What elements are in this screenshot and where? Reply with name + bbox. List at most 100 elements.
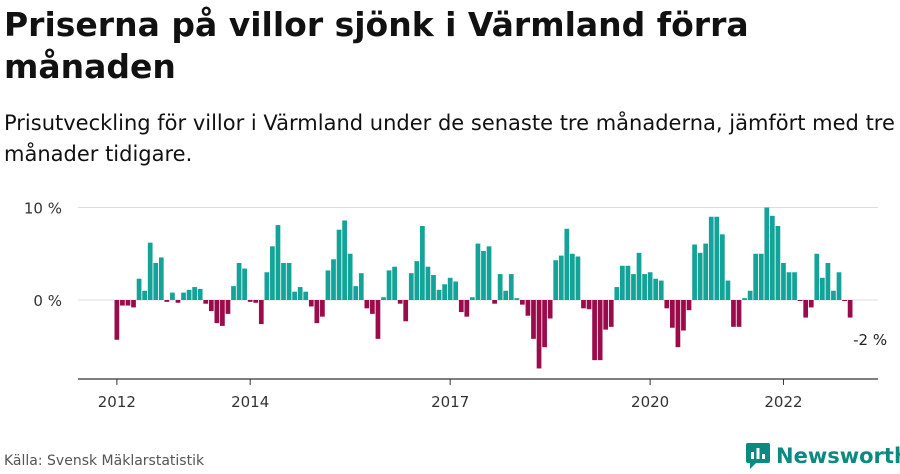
bar (458, 300, 464, 313)
bar (464, 300, 470, 317)
bar (153, 263, 159, 300)
bar (320, 300, 325, 317)
bar (786, 272, 792, 300)
bar (125, 300, 131, 306)
bar (531, 300, 536, 339)
bar (497, 274, 503, 300)
bar (186, 289, 192, 300)
bar-chart-logo-icon (746, 443, 770, 469)
bar (470, 297, 475, 300)
bar (231, 286, 236, 301)
bar (414, 261, 420, 300)
bar (314, 300, 320, 324)
bar (725, 280, 731, 300)
bar (297, 287, 303, 300)
bar (553, 260, 559, 300)
bar (381, 297, 386, 300)
bar (775, 226, 781, 300)
bar (664, 300, 670, 309)
bar (614, 287, 620, 300)
bar (270, 246, 275, 300)
bar (842, 300, 847, 301)
bar (764, 207, 770, 300)
brand-logo: Newsworthy (746, 442, 900, 470)
bar (586, 300, 592, 310)
bar (403, 300, 409, 322)
bar (347, 253, 353, 300)
bar (597, 300, 603, 361)
bar (803, 300, 809, 318)
bar (670, 300, 675, 328)
bar (331, 259, 336, 300)
bar (242, 268, 247, 300)
bar (731, 300, 736, 327)
bar (281, 263, 286, 300)
bar (442, 284, 447, 300)
last-value-label: -2 % (853, 331, 887, 349)
y-tick-label: 10 % (24, 200, 62, 218)
bar (525, 300, 531, 316)
bar (481, 250, 486, 300)
chart-title: Priserna på villor sjönk i Värmland förr… (4, 5, 749, 86)
bar (258, 300, 264, 325)
bar (420, 226, 425, 300)
bar (114, 300, 120, 340)
bar (708, 216, 714, 300)
bar (625, 265, 631, 300)
bar (308, 300, 314, 307)
bar (575, 256, 581, 300)
bar (425, 266, 431, 300)
bar (475, 243, 481, 300)
bar (742, 298, 747, 300)
bar (236, 263, 242, 300)
bar (547, 300, 553, 319)
y-tick-label: 0 % (33, 292, 62, 310)
bar (642, 274, 647, 300)
bar (564, 228, 570, 300)
bar (503, 290, 509, 300)
bar (192, 287, 197, 300)
x-tick-label: 2012 (98, 393, 136, 411)
bar (536, 300, 542, 369)
bar (736, 300, 742, 327)
x-tick-label: 2017 (431, 393, 469, 411)
bar (825, 263, 831, 300)
bar (158, 257, 164, 300)
bar (453, 281, 459, 300)
bar (653, 278, 659, 300)
bar (486, 246, 492, 300)
bar (592, 300, 597, 361)
bar (197, 288, 203, 300)
bar (264, 272, 270, 300)
bar (220, 300, 225, 326)
x-tick-label: 2022 (764, 393, 802, 411)
bar (436, 289, 442, 300)
bar (581, 300, 586, 309)
bar (336, 229, 342, 300)
bar (164, 300, 170, 302)
bar (275, 225, 281, 300)
bar (386, 270, 392, 300)
bar (364, 300, 370, 309)
bar (686, 300, 692, 311)
bar (847, 300, 853, 318)
bar (514, 298, 520, 300)
bar (353, 286, 359, 301)
bar (225, 300, 231, 314)
brand-name: Newsworthy (776, 444, 900, 468)
bar (570, 253, 575, 300)
bar (831, 290, 836, 300)
bar (397, 300, 403, 304)
bar (120, 300, 125, 306)
bar (508, 274, 514, 300)
bar (631, 274, 636, 300)
bar (636, 252, 642, 300)
bar (392, 266, 397, 300)
bar (214, 300, 220, 324)
bar (492, 300, 497, 304)
bar (797, 300, 803, 301)
bar (431, 275, 436, 300)
bar (325, 270, 331, 300)
bar (681, 300, 686, 331)
